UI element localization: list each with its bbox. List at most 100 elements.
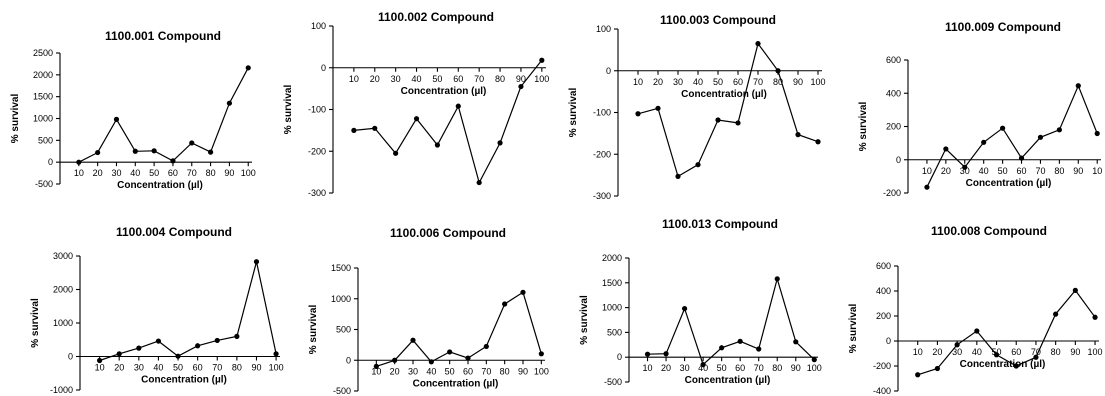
data-point <box>775 68 781 74</box>
data-point <box>195 343 201 349</box>
chart-panel: 1100.008 Compound -400 -200 0 200 400 600 10 20 3… <box>848 224 1103 396</box>
y-tick-label: 1000 <box>53 318 73 328</box>
data-point <box>95 149 101 156</box>
y-tick-label: 0 <box>896 155 901 165</box>
y-tick-label: 1000 <box>33 114 53 124</box>
chart-title: 1100.002 Compound <box>378 10 494 24</box>
data-point <box>1000 125 1006 131</box>
y-tick-label: 500 <box>38 135 53 145</box>
data-point <box>943 146 949 152</box>
y-tick-label: 0 <box>606 66 611 76</box>
data-point <box>1053 311 1059 317</box>
data-point <box>189 140 195 146</box>
x-tick-label: 100 <box>810 77 825 87</box>
data-point <box>663 351 669 357</box>
data-point <box>113 116 120 122</box>
y-tick-label: 0 <box>48 157 53 167</box>
x-tick-label: 100 <box>534 74 549 84</box>
data-point <box>372 125 378 131</box>
data-point <box>226 100 233 106</box>
data-point <box>755 41 761 47</box>
y-tick-label: 0 <box>886 336 891 346</box>
y-tick-label: 600 <box>876 261 891 271</box>
x-tick-label: 70 <box>212 363 222 373</box>
x-tick-label: 40 <box>153 363 163 373</box>
y-tick-label: 1000 <box>331 294 351 304</box>
x-tick-label: 70 <box>1031 347 1041 357</box>
data-point <box>520 289 526 295</box>
x-tick-label: 50 <box>713 77 723 87</box>
y-tick-label: -500 <box>333 386 351 396</box>
x-tick-label: 50 <box>992 347 1002 357</box>
x-axis-label: Concentration (µl) <box>960 359 1046 370</box>
x-tick-label: 50 <box>173 363 183 373</box>
x-tick-label: 90 <box>518 366 528 376</box>
series-line <box>78 67 249 163</box>
x-tick-label: 80 <box>772 363 782 373</box>
x-tick-label: 60 <box>463 366 473 376</box>
data-point <box>993 352 1000 358</box>
data-point <box>681 305 688 312</box>
y-tick-label: 600 <box>886 55 901 65</box>
chart-title: 1100.009 Compound <box>945 20 1061 34</box>
data-point <box>273 351 279 357</box>
data-point <box>465 355 471 361</box>
x-tick-label: 30 <box>680 363 690 373</box>
data-point <box>151 148 157 154</box>
data-point <box>795 132 801 138</box>
data-point <box>155 338 162 344</box>
x-axis-label: Concentration (µl) <box>401 86 487 97</box>
data-point <box>1075 83 1081 89</box>
x-axis-label: Concentration (µl) <box>681 89 767 100</box>
y-tick-label: -200 <box>308 146 326 156</box>
y-tick-label: 1500 <box>602 278 622 288</box>
chart-title: 1100.004 Compound <box>116 225 232 239</box>
data-point <box>234 333 240 339</box>
x-tick-label: 60 <box>735 363 745 373</box>
x-tick-label: 60 <box>733 77 743 87</box>
y-tick-label: 0 <box>617 352 622 362</box>
x-tick-label: 20 <box>661 363 671 373</box>
x-tick-label: 30 <box>673 77 683 87</box>
x-tick-label: 20 <box>653 77 663 87</box>
x-tick-label: 70 <box>753 77 763 87</box>
y-tick-label: -100 <box>308 105 326 115</box>
y-tick-label: 500 <box>336 325 351 335</box>
y-tick-label: 100 <box>596 24 611 34</box>
x-tick-label: 60 <box>1011 347 1021 357</box>
x-tick-label: 50 <box>717 363 727 373</box>
data-point <box>737 338 743 344</box>
x-tick-label: 10 <box>913 347 923 357</box>
data-point <box>655 105 661 111</box>
y-tick-label: 0 <box>68 352 73 362</box>
x-tick-label: 90 <box>1070 347 1080 357</box>
data-point <box>962 164 968 170</box>
x-tick-label: 80 <box>1054 166 1064 176</box>
x-tick-label: 10 <box>922 166 932 176</box>
x-tick-label: 30 <box>952 347 962 357</box>
y-axis-label: % survival <box>283 85 294 135</box>
data-point <box>1092 314 1098 320</box>
x-tick-label: 20 <box>93 168 103 178</box>
y-tick-label: 2000 <box>33 70 53 80</box>
chart-title: 1100.013 Compound <box>662 217 778 231</box>
data-point <box>132 148 138 154</box>
y-axis-label: % survival <box>30 298 41 348</box>
data-point <box>447 349 453 355</box>
data-point <box>392 357 398 363</box>
x-tick-label: 10 <box>371 366 381 376</box>
data-point <box>170 158 176 164</box>
x-axis-label: Concentration (µl) <box>685 375 771 386</box>
chart-title: 1100.003 Compound <box>660 13 776 27</box>
data-point <box>1018 155 1025 161</box>
x-tick-label: 10 <box>643 363 653 373</box>
data-point <box>675 173 681 179</box>
data-point <box>455 103 461 109</box>
x-tick-label: 40 <box>426 366 436 376</box>
data-point <box>538 351 544 357</box>
data-point <box>1072 287 1078 293</box>
chart-panel: 1100.002 Compound -300 -200 -100 0 100 10 20 30 4… <box>283 10 549 198</box>
x-tick-label: 20 <box>932 347 942 357</box>
data-point <box>497 140 503 146</box>
